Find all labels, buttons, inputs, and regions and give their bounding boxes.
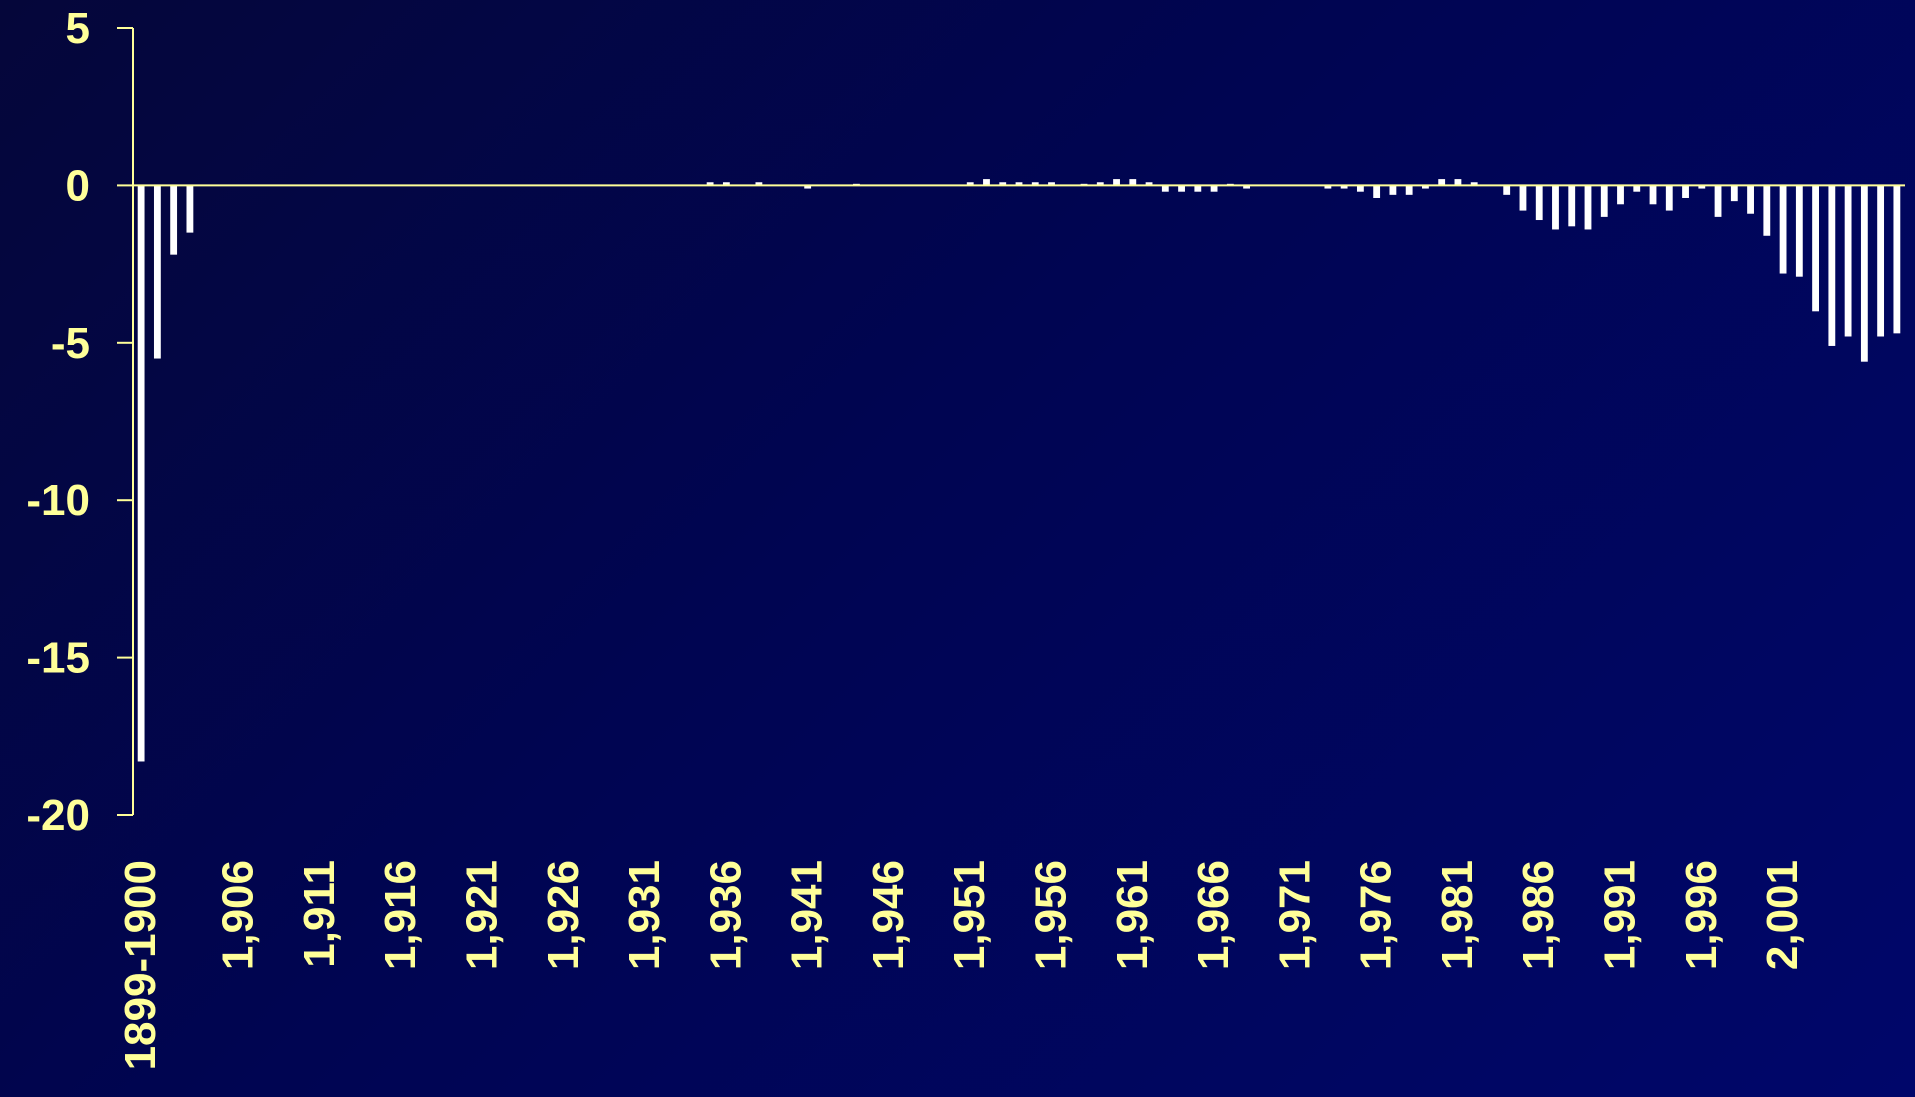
x-tick-label: 1,911: [295, 860, 344, 968]
bar-1902: [170, 185, 178, 255]
y-tick-label: -5: [51, 319, 90, 368]
bar-1997: [1714, 185, 1722, 217]
bar-1954: [1015, 182, 1023, 186]
bar-1985: [1519, 185, 1527, 211]
y-axis-ticks: 5 0 -5 -10 -15 -20: [26, 4, 133, 840]
bar-1974: [1340, 185, 1348, 189]
bar-1966: [1210, 185, 1218, 192]
bar-1961: [1129, 179, 1137, 186]
bar-1935: [706, 182, 714, 186]
bar-undefined: [1893, 185, 1901, 334]
bars-group: [137, 179, 1901, 762]
bar-1988: [1568, 185, 1576, 227]
bar-1984: [1503, 185, 1511, 195]
bar-1994: [1665, 185, 1673, 211]
bar-1951: [966, 182, 974, 186]
y-tick-label: -20: [26, 791, 90, 840]
x-tick-label: 1,951: [945, 860, 994, 970]
bar-1975: [1356, 185, 1364, 192]
x-tick-label: 2,001: [1758, 860, 1807, 970]
x-tick-label: 1899-1900: [116, 860, 165, 1070]
x-tick-label: 1,981: [1433, 860, 1482, 970]
x-tick-label: 1,941: [783, 860, 832, 970]
bar-2002: [1795, 185, 1803, 277]
bar-1979: [1422, 185, 1429, 189]
y-tick-label: 5: [66, 4, 90, 53]
bar-1989: [1584, 185, 1592, 230]
bar-undefined: [1828, 185, 1836, 346]
x-tick-label: 1,906: [214, 860, 263, 970]
bar-2000: [1763, 185, 1771, 236]
bar-1962: [1145, 182, 1153, 186]
bar-1981: [1454, 179, 1462, 186]
bar-2003: [1812, 185, 1819, 312]
bar-undefined: [1860, 185, 1868, 362]
bar-1952: [983, 179, 990, 186]
x-tick-label: 1,966: [1189, 860, 1238, 970]
x-tick-label: 1,991: [1596, 860, 1645, 970]
x-tick-label: 1,971: [1270, 860, 1319, 970]
x-tick-label: 1,961: [1108, 860, 1157, 970]
x-tick-label: 1,926: [539, 860, 588, 970]
bar-1899-1900: [137, 185, 145, 762]
bar-1992: [1633, 185, 1641, 192]
bar-1987: [1552, 185, 1559, 230]
bar-1999: [1747, 185, 1754, 214]
x-tick-label: 1,936: [701, 860, 750, 970]
bar-1982: [1470, 182, 1478, 186]
bar-1976: [1373, 185, 1381, 198]
bar-1965: [1194, 185, 1202, 192]
bar-1977: [1389, 185, 1397, 195]
bar-1968: [1243, 185, 1251, 189]
x-tick-label: 1,956: [1027, 860, 1076, 970]
bar-1990: [1600, 185, 1608, 217]
bar-1959: [1096, 182, 1104, 186]
y-tick-label: 0: [66, 161, 90, 210]
bar-1964: [1178, 185, 1185, 192]
bar-1936: [722, 182, 730, 186]
x-tick-label: 1,996: [1677, 860, 1726, 970]
bar-1995: [1682, 185, 1689, 198]
bar-undefined: [1877, 185, 1885, 337]
y-tick-label: -10: [26, 476, 90, 525]
bar-undefined: [1844, 185, 1852, 337]
bar-1998: [1730, 185, 1738, 202]
x-tick-label: 1,986: [1514, 860, 1563, 970]
x-axis-labels: 1899-1900 1,906 1,911 1,916 1,921 1,926 1,931 1…: [116, 860, 1807, 1070]
bar-1978: [1405, 185, 1413, 195]
bar-1956: [1048, 182, 1055, 186]
bar-1955: [1031, 182, 1039, 186]
bar-1996: [1698, 185, 1706, 189]
bar-2001: [1779, 185, 1787, 274]
y-tick-label: -15: [26, 634, 90, 683]
x-tick-label: 1,976: [1352, 860, 1401, 970]
bar-1993: [1649, 185, 1657, 205]
x-tick-label: 1,921: [458, 860, 507, 970]
bar-1901: [153, 185, 161, 359]
bar-1938: [755, 182, 763, 186]
bar-1991: [1617, 185, 1624, 205]
bar-1953: [999, 182, 1007, 186]
x-tick-label: 1,916: [376, 860, 425, 970]
bar-1903: [186, 185, 194, 233]
bar-1986: [1535, 185, 1543, 221]
x-tick-label: 1,931: [620, 860, 669, 970]
bar-1973: [1324, 185, 1332, 189]
x-tick-label: 1,946: [864, 860, 913, 970]
bar-1941: [804, 185, 812, 189]
bar-1960: [1113, 179, 1120, 186]
bar-1980: [1438, 179, 1446, 186]
bar-1963: [1161, 185, 1169, 192]
